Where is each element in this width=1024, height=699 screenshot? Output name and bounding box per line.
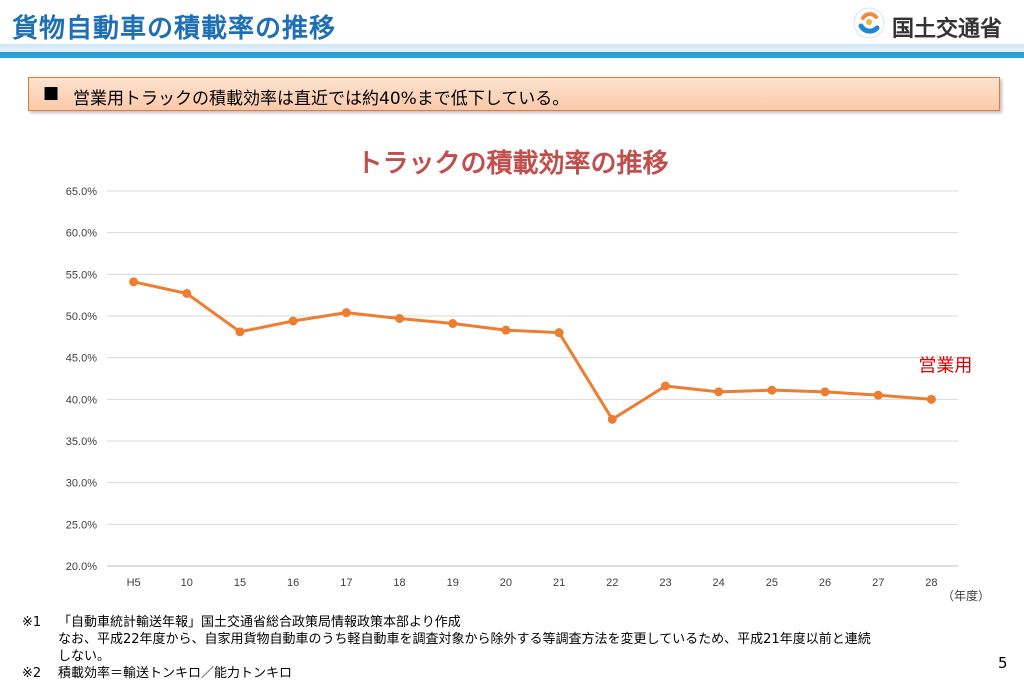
y-tick-label: 35.0% xyxy=(66,436,97,448)
data-point xyxy=(501,325,511,335)
slide-title: 貨物自動車の積載率の推移 xyxy=(12,14,337,44)
x-tick-label: 17 xyxy=(340,577,352,589)
page-number: 5 xyxy=(998,654,1008,672)
data-point xyxy=(182,289,192,298)
x-tick-label: 21 xyxy=(553,577,565,589)
x-tick-label: 10 xyxy=(181,577,193,589)
x-tick-label: 20 xyxy=(500,577,512,589)
footnote-text: しない。 xyxy=(58,649,111,664)
data-point xyxy=(395,314,405,323)
x-tick-label: 25 xyxy=(766,577,778,589)
data-point xyxy=(288,316,298,326)
y-tick-label: 20.0% xyxy=(66,561,97,573)
x-tick-label: 15 xyxy=(234,577,246,589)
x-tick-label: 26 xyxy=(819,577,831,589)
summary-box: ■ 営業用トラックの積載効率は直近では約40%まで低下している。 xyxy=(28,77,1000,111)
data-point xyxy=(873,390,883,400)
footnote-text: 「自動車統計輸送年報」国土交通省総合政策局情報政策本部より作成 xyxy=(58,615,461,630)
y-tick-label: 40.0% xyxy=(66,394,97,406)
series-line xyxy=(133,280,932,421)
data-point xyxy=(341,308,351,318)
footnote-text: 積載効率＝輸送トンキロ／能力トンキロ xyxy=(58,666,293,681)
x-tick-label: 22 xyxy=(606,577,618,589)
data-point xyxy=(554,328,564,338)
y-tick-label: 45.0% xyxy=(66,353,97,365)
ministry-logo-icon xyxy=(853,7,885,39)
data-point xyxy=(820,387,830,397)
data-point xyxy=(714,387,724,397)
y-tick-label: 55.0% xyxy=(66,269,97,281)
data-point xyxy=(660,381,670,391)
x-tick-label: 28 xyxy=(925,577,937,589)
chart-title: トラックの積載効率の推移 xyxy=(356,148,668,179)
y-tick-label: 25.0% xyxy=(66,519,97,531)
series-label: 営業用 xyxy=(918,355,972,376)
footnote-mark: ※2 xyxy=(22,666,42,681)
data-point xyxy=(767,385,777,395)
y-tick-label: 60.0% xyxy=(66,228,97,240)
data-point xyxy=(607,414,617,424)
ministry-logo: 国土交通省 xyxy=(852,6,1022,42)
footnote-1: ※1 「自動車統計輸送年報」国土交通省総合政策局情報政策本部より作成 xyxy=(22,614,871,631)
x-tick-label: 23 xyxy=(659,577,671,589)
x-tick-label: H5 xyxy=(127,577,141,589)
x-tick-label: 19 xyxy=(447,577,459,589)
data-point xyxy=(235,327,245,337)
footnote-mark: ※1 xyxy=(22,615,42,630)
x-axis-label: （年度） xyxy=(942,588,990,603)
x-tick-label: 27 xyxy=(872,577,884,589)
summary-text: 営業用トラックの積載効率は直近では約40%まで低下している。 xyxy=(73,89,570,109)
x-tick-label: 24 xyxy=(713,577,725,589)
footnote-text: なお、平成22年度から、自家用貨物自動車のうち軽自動車を調査対象から除外する等調… xyxy=(58,632,871,647)
x-tick-label: 16 xyxy=(287,577,299,589)
footnotes: ※1 「自動車統計輸送年報」国土交通省総合政策局情報政策本部より作成 なお、平成… xyxy=(22,614,871,682)
header-bar-dark xyxy=(0,52,1024,58)
y-tick-label: 30.0% xyxy=(66,478,97,490)
x-tick-label: 18 xyxy=(393,577,405,589)
slide-header: 貨物自動車の積載率の推移 国土交通省 xyxy=(0,0,1024,62)
data-point xyxy=(448,319,458,328)
data-point xyxy=(926,394,936,404)
y-tick-label: 50.0% xyxy=(66,311,97,323)
summary-bullet-icon: ■ xyxy=(43,83,60,103)
load-efficiency-line-chart: トラックの積載効率の推移 20.0% 25.0% 30.0% 35.0% 40.0% 45.… xyxy=(66,148,990,603)
y-tick-label: 65.0% xyxy=(66,186,97,198)
footnote-2: ※2 積載効率＝輸送トンキロ／能力トンキロ xyxy=(22,665,871,682)
header-bar-light xyxy=(0,44,1024,52)
data-point xyxy=(129,277,139,287)
logo-text: 国土交通省 xyxy=(892,17,1003,42)
